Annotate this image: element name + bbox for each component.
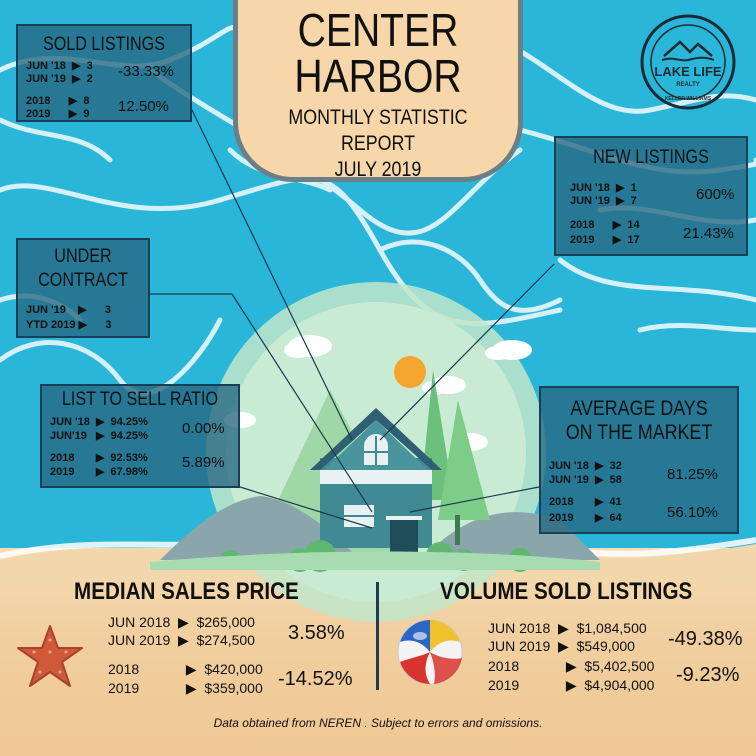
median-row-2019: 2019 ▶ $359,000 xyxy=(108,680,263,696)
new-pct-year: 21.43% xyxy=(683,225,734,242)
median-row-2018: 2018 ▶ $420,000 xyxy=(108,661,263,677)
lake-life-realty-logo: LAKE LIFE REALTY KELLER WILLIAMS xyxy=(640,14,736,110)
under-contract-heading-1: UNDER xyxy=(54,246,112,267)
list-to-sell-box: LIST TO SELL RATIO JUN '18 ▶ 94.25% JUN'… xyxy=(40,384,240,488)
volume-row-jun2019: JUN 2019 ▶ $549,000 xyxy=(488,638,635,654)
volume-row-2019: 2019 ▶ $4,904,000 xyxy=(488,677,655,693)
town-name-line1: CENTER xyxy=(297,4,459,56)
under-contract-box: UNDER CONTRACT JUN '19 ▶ 3 YTD 2019 ▶ 3 xyxy=(16,238,150,338)
days-pct-month: 81.25% xyxy=(667,466,718,483)
report-title: MONTHLY STATISTIC REPORT xyxy=(288,106,468,155)
sold-pct-month: -33.33% xyxy=(118,63,174,80)
sold-listings-box: SOLD LISTINGS JUN '18 ▶ 3 JUN '19 ▶ 2 -3… xyxy=(16,24,192,122)
ratio-row-2019: 2019 ▶ 67.98% xyxy=(50,466,148,478)
days-row-jun19: JUN '19 ▶ 58 xyxy=(549,474,622,486)
median-pct-month: 3.58% xyxy=(288,622,345,644)
volume-row-jun2018: JUN 2018 ▶ $1,084,500 xyxy=(488,620,647,636)
report-date: JULY 2019 xyxy=(334,158,422,181)
avg-days-heading-2: ON THE MARKET xyxy=(565,421,713,444)
beach-ball-icon xyxy=(397,619,463,685)
volume-pct-month: -49.38% xyxy=(668,628,743,650)
new-row-2018: 2018 ▶ 14 xyxy=(570,219,640,231)
title-banner: CENTER HARBOR MONTHLY STATISTIC REPORT J… xyxy=(233,0,523,182)
sold-listings-heading: SOLD LISTINGS xyxy=(42,34,166,55)
ratio-row-jun19: JUN'19 ▶ 94.25% xyxy=(50,430,148,442)
town-name-line2: HARBOR xyxy=(294,50,462,102)
median-row-jun2018: JUN 2018 ▶ $265,000 xyxy=(108,614,255,630)
median-pct-year: -14.52% xyxy=(278,668,353,690)
avg-days-box: AVERAGE DAYS ON THE MARKET JUN '18 ▶ 32 … xyxy=(539,386,739,534)
svg-text:REALTY: REALTY xyxy=(676,82,700,88)
sold-row-jun18: JUN '18 ▶ 3 xyxy=(26,60,93,72)
new-row-2019: 2019 ▶ 17 xyxy=(570,234,640,246)
starfish-icon xyxy=(17,625,83,687)
ratio-pct-month: 0.00% xyxy=(182,420,225,437)
sold-row-jun19: JUN '19 ▶ 2 xyxy=(26,73,93,85)
new-listings-heading: NEW LISTINGS xyxy=(593,147,709,168)
days-row-2019: 2019 ▶ 64 xyxy=(549,512,622,524)
list-to-sell-heading: LIST TO SELL RATIO xyxy=(61,389,219,410)
sun-icon xyxy=(394,356,426,388)
contract-row-ytd: YTD 2019 ▶ 3 xyxy=(26,319,112,331)
days-row-2018: 2018 ▶ 41 xyxy=(549,496,622,508)
days-row-jun18: JUN '18 ▶ 32 xyxy=(549,460,622,472)
under-contract-heading-2: CONTRACT xyxy=(38,270,128,291)
median-sales-heading: MEDIAN SALES PRICE xyxy=(74,578,299,605)
new-pct-month: 600% xyxy=(696,186,735,203)
cloud-icon xyxy=(224,335,532,451)
volume-row-2018: 2018 ▶ $5,402,500 xyxy=(488,658,655,674)
sold-row-2018: 2018 ▶ 8 xyxy=(26,95,90,107)
svg-text:LAKE LIFE: LAKE LIFE xyxy=(654,64,721,79)
volume-sold-heading: VOLUME SOLD LISTINGS xyxy=(440,578,693,605)
sold-pct-year: 12.50% xyxy=(118,98,169,115)
section-divider xyxy=(376,582,379,690)
new-listings-box: NEW LISTINGS JUN '18 ▶ 1 JUN '19 ▶ 7 600… xyxy=(554,136,748,256)
ratio-pct-year: 5.89% xyxy=(182,454,225,471)
sold-row-2019: 2019 ▶ 9 xyxy=(26,108,90,120)
svg-text:KELLER WILLIAMS: KELLER WILLIAMS xyxy=(665,96,712,102)
contract-row-jun19: JUN '19 ▶ 3 xyxy=(26,304,112,316)
ratio-row-jun18: JUN '18 ▶ 94.25% xyxy=(50,416,148,428)
volume-pct-year: -9.23% xyxy=(676,664,740,686)
footer-disclaimer: Data obtained from NEREN . Subject to er… xyxy=(213,716,543,730)
new-row-jun18: JUN '18 ▶ 1 xyxy=(570,182,637,194)
new-row-jun19: JUN '19 ▶ 7 xyxy=(570,195,637,207)
ratio-row-2018: 2018 ▶ 92.53% xyxy=(50,452,148,464)
days-pct-year: 56.10% xyxy=(667,504,718,521)
median-row-jun2019: JUN 2019 ▶ $274,500 xyxy=(108,632,255,648)
avg-days-heading-1: AVERAGE DAYS xyxy=(570,397,708,420)
